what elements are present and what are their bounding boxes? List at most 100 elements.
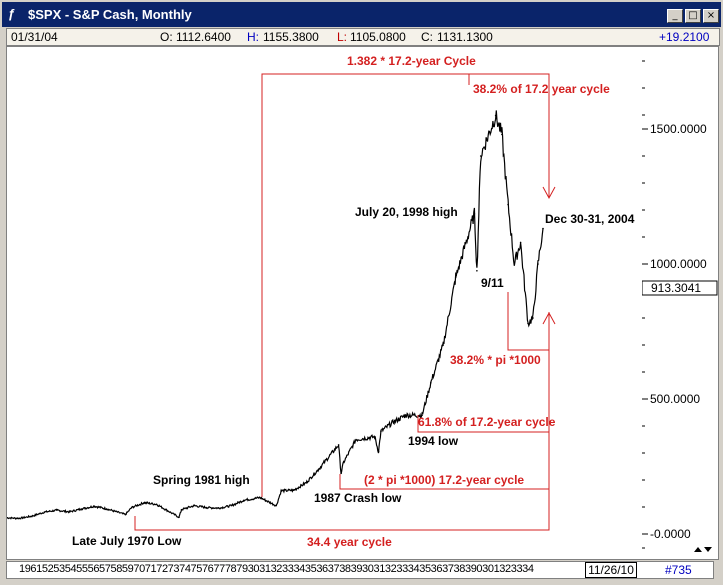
price-point bbox=[6, 517, 8, 519]
scale-major-ticks bbox=[642, 128, 648, 535]
price-point bbox=[317, 468, 320, 471]
chart-plot-area[interactable]: 1.382 * 17.2-year Cycle 38.2% of 17.2 ye… bbox=[6, 46, 644, 560]
annotation-1994-low: 1994 low bbox=[408, 434, 459, 448]
annotation-1987-crash: 1987 Crash low bbox=[314, 491, 402, 505]
low-label: L: bbox=[337, 30, 348, 44]
price-point bbox=[124, 513, 127, 516]
price-point bbox=[130, 506, 133, 509]
price-point bbox=[373, 436, 376, 438]
price-point bbox=[442, 344, 445, 346]
open-value: 1112.6400 bbox=[176, 30, 231, 44]
price-point bbox=[392, 421, 395, 423]
ohlc-info-bar: 01/31/04 O: 1112.6400 H: 1155.3800 L: 11… bbox=[6, 28, 720, 46]
price-point bbox=[193, 504, 195, 507]
cycle-lines bbox=[134, 73, 556, 531]
high-value: 1155.3800 bbox=[263, 30, 319, 44]
current-value-box bbox=[641, 280, 718, 296]
price-point bbox=[527, 322, 529, 325]
low-value: 1105.0800 bbox=[350, 30, 406, 44]
price-point bbox=[259, 496, 261, 499]
price-point bbox=[421, 414, 423, 417]
close-button[interactable]: × bbox=[703, 9, 719, 23]
price-point bbox=[532, 317, 534, 319]
price-series bbox=[6, 110, 544, 520]
annotation-spring-1981: Spring 1981 high bbox=[153, 473, 250, 487]
price-line bbox=[6, 110, 544, 520]
annotation-cycle-344: 34.4 year cycle bbox=[307, 535, 392, 549]
price-point bbox=[180, 508, 183, 511]
price-point bbox=[494, 114, 497, 117]
open-label: O: bbox=[160, 30, 173, 44]
price-point bbox=[155, 503, 158, 506]
date-scrollbar[interactable]: 1961525354555657585970717273747576777879… bbox=[6, 561, 714, 579]
price-point bbox=[143, 501, 145, 504]
price-point bbox=[430, 382, 432, 384]
scale-minor-ticks bbox=[642, 60, 645, 549]
window-title: $SPX - S&P Cash, Monthly bbox=[28, 7, 192, 22]
price-point bbox=[243, 499, 245, 502]
price-point bbox=[93, 505, 96, 508]
maximize-button[interactable]: □ bbox=[685, 9, 701, 23]
close-label: C: bbox=[421, 30, 433, 44]
price-point bbox=[68, 511, 71, 513]
cycle-1382-bracket bbox=[261, 73, 550, 497]
scale-tick-500: 500.0000 bbox=[650, 392, 700, 406]
annotation-cycle-1382: 1.382 * 17.2-year Cycle bbox=[347, 54, 476, 68]
title-bar: ƒ $SPX - S&P Cash, Monthly _ □ × bbox=[2, 2, 721, 27]
price-point bbox=[501, 133, 503, 136]
price-point bbox=[305, 481, 308, 484]
cycle-2pi-bracket bbox=[339, 474, 549, 490]
price-point bbox=[479, 155, 482, 157]
price-point bbox=[230, 504, 233, 507]
price-point bbox=[473, 213, 476, 215]
cycle-618-bracket bbox=[417, 415, 549, 433]
date-years-strip: 1961525354555657585970717273747576777879… bbox=[19, 563, 534, 575]
annotation-july-1998: July 20, 1998 high bbox=[355, 205, 458, 219]
price-point bbox=[507, 203, 509, 206]
scale-tick-1000: 1000.0000 bbox=[650, 257, 707, 271]
annotation-9-11: 9/11 bbox=[481, 276, 504, 290]
price-point bbox=[513, 263, 516, 265]
price-point bbox=[105, 508, 108, 510]
cursor-date: 11/26/10 bbox=[585, 562, 637, 578]
bar-date: 01/31/04 bbox=[11, 30, 58, 44]
price-point bbox=[178, 516, 180, 519]
close-value: 1131.1300 bbox=[437, 30, 493, 44]
annotation-2pi-cycle: (2 * pi *1000) 17.2-year cycle bbox=[364, 473, 524, 487]
price-point bbox=[292, 489, 295, 492]
price-point bbox=[337, 444, 340, 446]
price-point bbox=[454, 276, 457, 279]
price-point bbox=[43, 511, 46, 513]
annotation-1970-low: Late July 1970 Low bbox=[72, 534, 182, 548]
app-icon: ƒ bbox=[8, 6, 16, 21]
price-point bbox=[405, 414, 407, 417]
scale-arrows-icon[interactable] bbox=[694, 547, 712, 552]
price-point bbox=[81, 508, 83, 510]
cycle-344-bracket bbox=[134, 312, 550, 531]
price-point bbox=[476, 270, 478, 272]
current-value: 913.3041 bbox=[651, 281, 701, 295]
pi-382-bracket bbox=[507, 292, 549, 351]
annotation-cycle-618: 61.8% of 17.2-year cycle bbox=[418, 415, 556, 429]
down-arrow-icon bbox=[542, 186, 556, 200]
price-point bbox=[205, 506, 208, 509]
price-point bbox=[355, 438, 357, 441]
annotation-dec-2004: Dec 30-31, 2004 bbox=[545, 212, 635, 226]
scale-tick-0: -0.0000 bbox=[650, 527, 691, 541]
price-point bbox=[342, 461, 345, 464]
bar-number: #735 bbox=[665, 563, 692, 577]
high-label: H: bbox=[247, 30, 259, 44]
price-point bbox=[218, 507, 220, 509]
price-point bbox=[519, 241, 522, 244]
price-point bbox=[340, 472, 342, 475]
price-point bbox=[377, 450, 380, 453]
annotation-cycle-382: 38.2% of 17.2 year cycle bbox=[473, 82, 610, 96]
price-scale[interactable]: 1500.0000 1000.0000 500.0000 -0.0000 913… bbox=[641, 46, 719, 560]
price-point bbox=[275, 504, 278, 507]
annotation-pi-382: 38.2% * pi *1000 bbox=[450, 353, 541, 367]
price-point bbox=[31, 515, 33, 517]
minimize-button[interactable]: _ bbox=[667, 9, 683, 23]
price-point bbox=[537, 263, 539, 265]
price-point bbox=[542, 227, 544, 230]
price-point bbox=[380, 430, 382, 433]
